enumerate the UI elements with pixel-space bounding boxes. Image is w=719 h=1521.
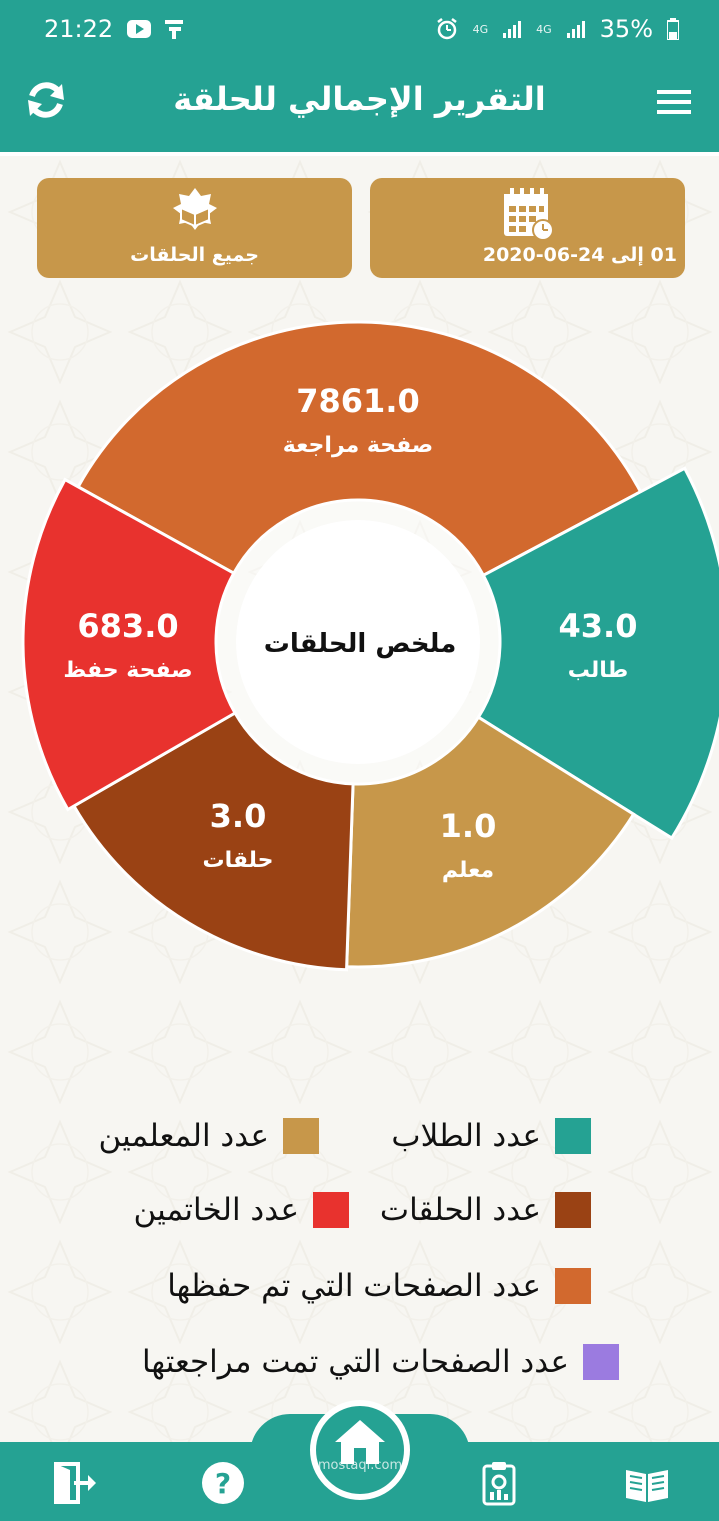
network-type: 4G [472, 22, 489, 36]
youtube-icon [127, 20, 152, 38]
pie-inner-ring [216, 573, 253, 713]
network-type: 4G [536, 22, 552, 36]
legend-swatch [583, 1344, 619, 1380]
legend-label: عدد الخاتمين [133, 1192, 299, 1228]
legend-label: عدد الحلقات [379, 1192, 541, 1228]
summary-pie-chart: ملخص الحلقات 7861.0 صفحة مراجعة 43.0 طالب 1.0… [21, 320, 719, 972]
pie-center-label: ملخص الحلقات [264, 629, 457, 659]
legend-label: عدد المعلمين [98, 1118, 270, 1154]
legend-swatch [555, 1192, 591, 1228]
slice-category-label: حلقات [202, 848, 273, 873]
slice-value-label: 43.0 [559, 607, 638, 645]
slice-category-label: صفحة مراجعة [283, 433, 433, 458]
legend-item-finishers: عدد الخاتمين [134, 1192, 349, 1228]
legend-swatch [555, 1268, 591, 1304]
pie-slice[interactable] [21, 477, 238, 812]
legend-swatch [313, 1192, 349, 1228]
status-bar: 21:22 4G 4G 35% [0, 0, 719, 58]
legend-item-students: عدد الطلاب [391, 1118, 591, 1154]
svg-text:?: ? [215, 1467, 231, 1500]
watermark-text: mostaql.com [317, 1458, 403, 1473]
date-filter-button[interactable]: 01 إلى 24-06-2020 [370, 178, 685, 278]
pie-inner-ring [461, 575, 500, 718]
alarm-icon [436, 18, 457, 40]
help-icon[interactable]: ? [200, 1460, 246, 1506]
tool-icon [165, 20, 184, 39]
slice-category-label: معلم [442, 858, 494, 883]
quran-icon[interactable] [624, 1460, 670, 1506]
legend-item-teachers: عدد المعلمين [98, 1118, 319, 1154]
pie-slice[interactable] [71, 710, 355, 972]
circles-filter-button[interactable]: جميع الحلقات [37, 178, 352, 278]
slice-value-label: 3.0 [210, 797, 267, 835]
legend-label: عدد الصفحات التي تم حفظها [167, 1268, 541, 1304]
slice-value-label: 683.0 [77, 607, 178, 645]
battery-level: 35% [599, 15, 653, 43]
pie-center [236, 520, 480, 764]
pie-slice[interactable] [476, 466, 719, 841]
legend-swatch [283, 1118, 319, 1154]
slice-category-label: طالب [568, 658, 629, 683]
status-time: 21:22 [44, 15, 114, 43]
legend-label: عدد الصفحات التي تمت مراجعتها [141, 1344, 569, 1380]
pie-inner-ring [235, 703, 354, 784]
calendar-icon [503, 188, 554, 241]
logout-icon[interactable] [52, 1460, 98, 1506]
chart-legend: عدد الطلاب عدد المعلمين عدد الحلقات عدد … [0, 1100, 719, 1400]
pie-slice[interactable] [345, 715, 636, 969]
signal-icon [566, 21, 585, 38]
home-button[interactable]: mostaql.com [310, 1400, 410, 1500]
legend-label: عدد الطلاب [391, 1118, 541, 1154]
app-bar: التقرير الإجمالي للحلقة [0, 58, 719, 156]
date-filter-label: 01 إلى 24-06-2020 [482, 244, 677, 266]
legend-item-circles: عدد الحلقات [380, 1192, 591, 1228]
slice-category-label: صفحة حفظ [63, 658, 192, 683]
signal-icon [503, 21, 522, 38]
pie-inner-ring [233, 500, 484, 585]
legend-swatch [555, 1118, 591, 1154]
slice-value-label: 1.0 [440, 807, 497, 845]
legend-item-reviewed: عدد الصفحات التي تمت مراجعتها [142, 1344, 619, 1380]
pie-slice[interactable] [76, 320, 643, 578]
page-title: التقرير الإجمالي للحلقة [173, 80, 546, 118]
circles-filter-label: جميع الحلقات [130, 244, 259, 266]
home-icon [335, 1420, 385, 1464]
battery-icon [667, 18, 679, 40]
slice-value-label: 7861.0 [296, 382, 419, 420]
menu-icon[interactable] [657, 88, 691, 116]
pie-inner-ring [353, 706, 479, 784]
refresh-icon[interactable] [22, 76, 70, 124]
report-icon[interactable] [476, 1460, 522, 1506]
legend-item-memorized: عدد الصفحات التي تم حفظها [167, 1268, 591, 1304]
quran-icon [172, 188, 217, 230]
